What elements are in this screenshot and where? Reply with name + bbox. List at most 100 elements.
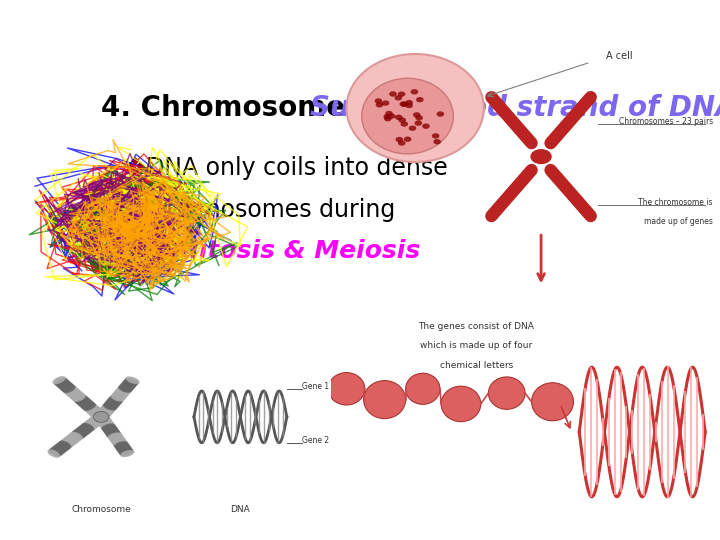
Ellipse shape [105,429,119,436]
Ellipse shape [107,433,122,440]
Ellipse shape [55,443,68,451]
Circle shape [384,116,392,122]
Text: 4. Chromosome:: 4. Chromosome: [101,94,366,122]
Ellipse shape [115,389,129,396]
Ellipse shape [101,406,114,413]
Ellipse shape [49,448,62,456]
Ellipse shape [76,396,89,404]
Circle shape [410,89,418,94]
Ellipse shape [84,422,96,430]
Ellipse shape [85,420,98,429]
Ellipse shape [124,379,138,387]
Ellipse shape [125,377,138,385]
Ellipse shape [80,400,93,408]
Ellipse shape [66,435,78,444]
Circle shape [395,95,402,100]
Text: made up of genes: made up of genes [644,217,713,226]
Circle shape [416,97,423,103]
Text: DNA: DNA [230,505,251,514]
Ellipse shape [78,399,91,407]
Text: DNA only coils into dense: DNA only coils into dense [145,156,448,180]
Ellipse shape [99,421,114,428]
Ellipse shape [63,437,76,445]
Ellipse shape [99,408,112,416]
Ellipse shape [91,415,104,423]
Ellipse shape [119,448,132,455]
Ellipse shape [120,450,135,457]
Ellipse shape [104,402,118,409]
Circle shape [395,137,403,142]
Ellipse shape [114,441,128,448]
Text: The chromosome is: The chromosome is [639,198,713,207]
Ellipse shape [89,408,102,416]
Text: Super-coiled strand of DNA: Super-coiled strand of DNA [310,94,720,122]
Ellipse shape [115,442,129,450]
Ellipse shape [107,431,121,438]
Ellipse shape [83,403,96,411]
Ellipse shape [91,410,104,418]
Ellipse shape [107,398,121,406]
Circle shape [400,102,407,107]
Ellipse shape [109,435,124,442]
Circle shape [405,103,413,108]
Ellipse shape [488,377,525,409]
Ellipse shape [81,423,94,431]
Text: Gene 1: Gene 1 [302,382,330,391]
Ellipse shape [94,413,108,421]
Text: Chromosomes – 23 pairs: Chromosomes – 23 pairs [618,117,713,126]
Ellipse shape [346,54,484,162]
Ellipse shape [110,436,125,443]
Circle shape [401,102,408,107]
Ellipse shape [113,440,127,447]
Circle shape [415,115,423,120]
Circle shape [388,113,395,119]
Ellipse shape [68,433,81,441]
Ellipse shape [66,388,78,396]
Ellipse shape [48,449,60,458]
Circle shape [422,124,430,129]
Ellipse shape [328,373,365,405]
Ellipse shape [96,410,110,418]
Ellipse shape [54,377,67,386]
Ellipse shape [99,407,114,414]
Ellipse shape [105,401,119,408]
Ellipse shape [97,409,112,417]
Circle shape [395,114,402,120]
Circle shape [400,122,408,127]
Ellipse shape [72,430,84,439]
Text: A cell: A cell [606,51,633,62]
Ellipse shape [102,424,117,432]
Ellipse shape [60,382,73,390]
Ellipse shape [110,394,125,402]
Ellipse shape [126,376,140,384]
Circle shape [404,137,411,142]
Ellipse shape [87,407,100,415]
Text: ❖: ❖ [124,156,146,180]
Ellipse shape [57,380,70,388]
Ellipse shape [108,397,122,404]
Ellipse shape [86,419,99,428]
Ellipse shape [55,379,68,387]
Ellipse shape [96,416,110,423]
Circle shape [94,411,109,422]
Ellipse shape [80,424,93,433]
Ellipse shape [102,404,116,412]
Circle shape [398,117,406,123]
Ellipse shape [106,430,120,437]
Text: which is made up of four: which is made up of four [420,341,532,350]
Circle shape [376,102,383,107]
Ellipse shape [114,390,127,398]
Ellipse shape [104,427,118,434]
Ellipse shape [118,385,132,393]
Circle shape [382,100,390,106]
Ellipse shape [106,399,120,407]
Ellipse shape [75,428,88,436]
Ellipse shape [81,401,94,409]
Circle shape [432,133,439,139]
Ellipse shape [103,426,117,433]
Circle shape [531,149,552,164]
Ellipse shape [102,423,115,430]
Ellipse shape [67,389,80,397]
Ellipse shape [54,444,67,453]
Ellipse shape [112,393,125,400]
